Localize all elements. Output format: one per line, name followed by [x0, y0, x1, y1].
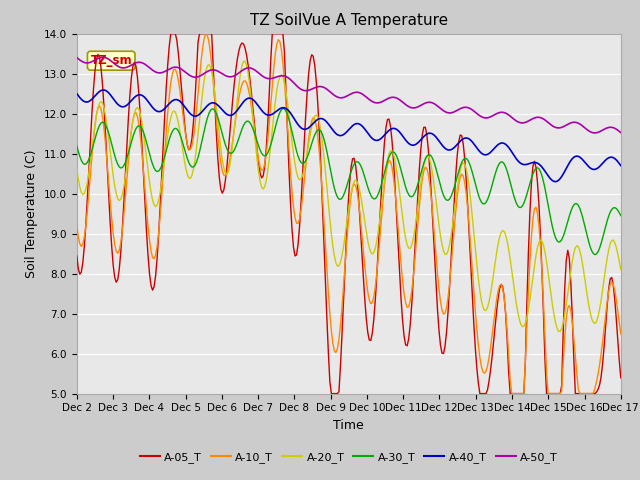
Y-axis label: Soil Temperature (C): Soil Temperature (C) — [26, 149, 38, 278]
Text: TZ_sm: TZ_sm — [90, 54, 132, 67]
Title: TZ SoilVue A Temperature: TZ SoilVue A Temperature — [250, 13, 448, 28]
X-axis label: Time: Time — [333, 419, 364, 432]
Legend: A-05_T, A-10_T, A-20_T, A-30_T, A-40_T, A-50_T: A-05_T, A-10_T, A-20_T, A-30_T, A-40_T, … — [136, 447, 562, 467]
